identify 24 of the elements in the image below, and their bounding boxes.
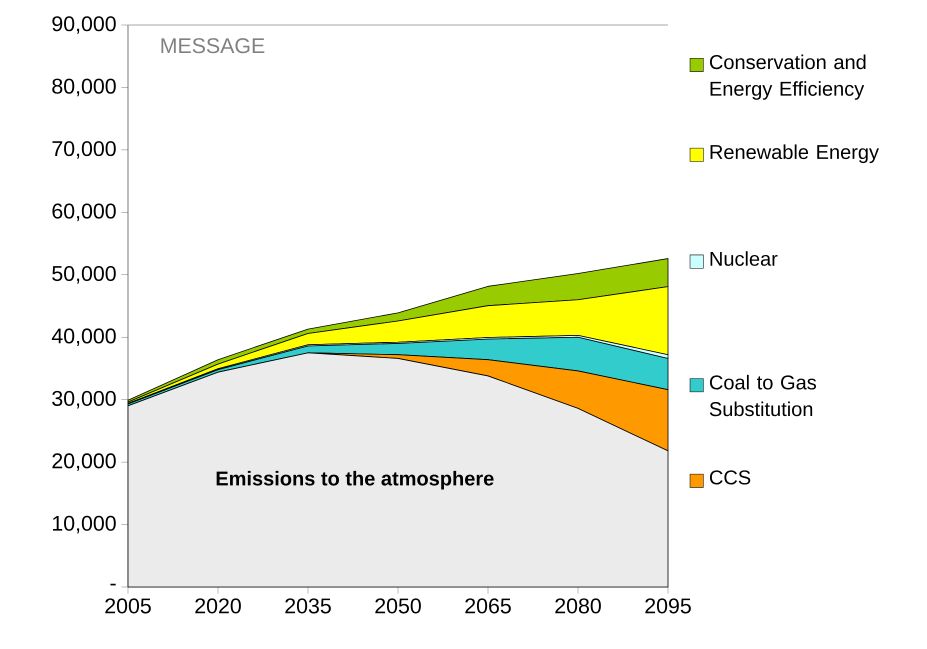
legend-label: Coal to Gas Substitution bbox=[710, 374, 816, 416]
series-label: Emissions to the atmosphere bbox=[216, 470, 494, 490]
y-tick-label: - bbox=[110, 584, 116, 586]
x-tick-label: 2035 bbox=[285, 598, 331, 614]
y-tick-label: 90,000 bbox=[52, 16, 116, 34]
legend-label: Nuclear bbox=[710, 251, 778, 266]
x-tick-label: 2080 bbox=[555, 598, 601, 614]
legend-label: Conservation and Energy Efficiency bbox=[710, 54, 866, 100]
y-tick-label: 30,000 bbox=[52, 390, 116, 408]
x-tick-label: 2065 bbox=[465, 598, 511, 614]
annotation: MESSAGE bbox=[161, 38, 264, 54]
y-tick-label: 40,000 bbox=[52, 328, 116, 346]
legend-label: Renewable Energy bbox=[710, 144, 879, 164]
y-tick-label: 60,000 bbox=[52, 204, 116, 222]
y-tick-label: 20,000 bbox=[52, 453, 116, 471]
x-tick-label: 2020 bbox=[195, 598, 241, 614]
x-tick-label: 2050 bbox=[375, 598, 421, 614]
y-tick-label: 10,000 bbox=[53, 516, 116, 534]
legend-label: CCS bbox=[710, 470, 750, 485]
y-tick-label: 80,000 bbox=[52, 78, 116, 96]
y-tick-label: 50,000 bbox=[52, 266, 116, 284]
x-tick-label: 2005 bbox=[105, 598, 151, 614]
x-tick-label: 2095 bbox=[645, 598, 691, 614]
y-tick-label: 70,000 bbox=[52, 141, 116, 159]
